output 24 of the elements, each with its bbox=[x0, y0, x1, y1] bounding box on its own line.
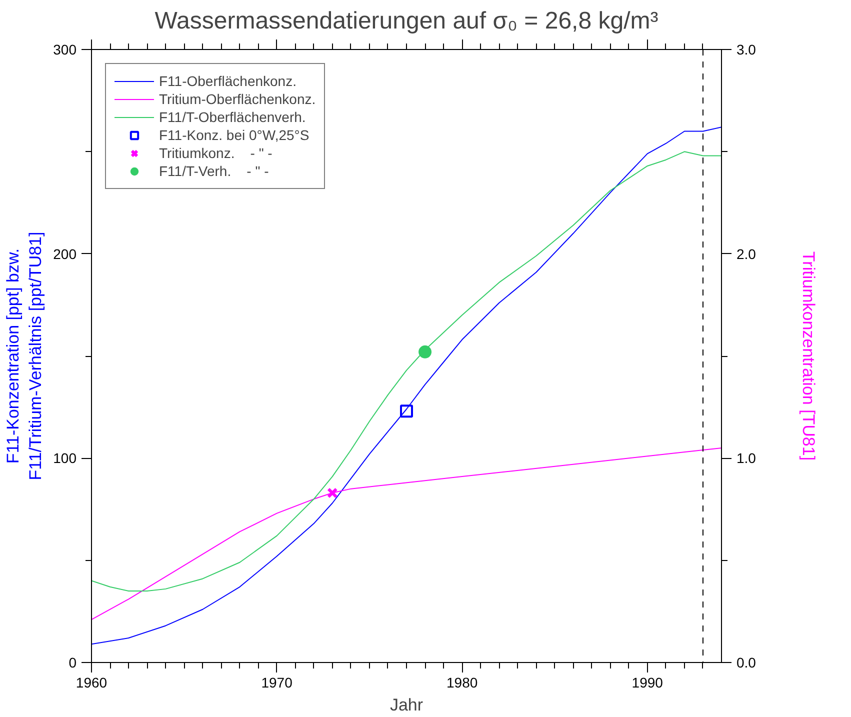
line-series bbox=[92, 447, 722, 620]
y2-tick-label: 0.0 bbox=[736, 654, 756, 670]
x-tick-label: 1990 bbox=[632, 674, 664, 690]
y-tick-label: 200 bbox=[53, 246, 77, 262]
y-tick-label: 300 bbox=[53, 42, 77, 58]
legend-label: F11/T-Verh. - " - bbox=[159, 162, 269, 180]
x-tick-label: 1960 bbox=[76, 674, 108, 690]
legend-label: F11/T-Oberflächenverh. bbox=[159, 108, 306, 126]
legend-label: Tritium-Oberflächenkonz. bbox=[159, 90, 316, 108]
y2-axis-title: Tritiumkonzentration [TU81] bbox=[798, 251, 818, 461]
y2-tick-label: 2.0 bbox=[736, 246, 756, 262]
chart-title: Wassermassendatierungen auf σ₀ = 26,8 kg/m³ bbox=[154, 8, 658, 34]
y-axis-title: F11-Konzentration [ppt] bzw. F11/Tritium-Verhältnis [ppt/TU81] bbox=[3, 232, 46, 480]
legend-label: F11-Konz. bei 0°W,25°S bbox=[159, 126, 310, 144]
legend-label: F11-Oberflächenkonz. bbox=[159, 72, 296, 90]
y-tick-label: 0 bbox=[68, 654, 77, 670]
legend-label: Tritiumkonz. - " - bbox=[159, 144, 272, 162]
line-series bbox=[92, 126, 722, 645]
y2-tick-label: 1.0 bbox=[736, 450, 756, 466]
x-axis-title: Jahr bbox=[390, 696, 424, 714]
x-tick-label: 1970 bbox=[261, 674, 293, 690]
y-tick-label: 100 bbox=[53, 450, 77, 466]
y2-tick-label: 3.0 bbox=[736, 42, 756, 58]
x-tick-label: 1980 bbox=[446, 674, 478, 690]
